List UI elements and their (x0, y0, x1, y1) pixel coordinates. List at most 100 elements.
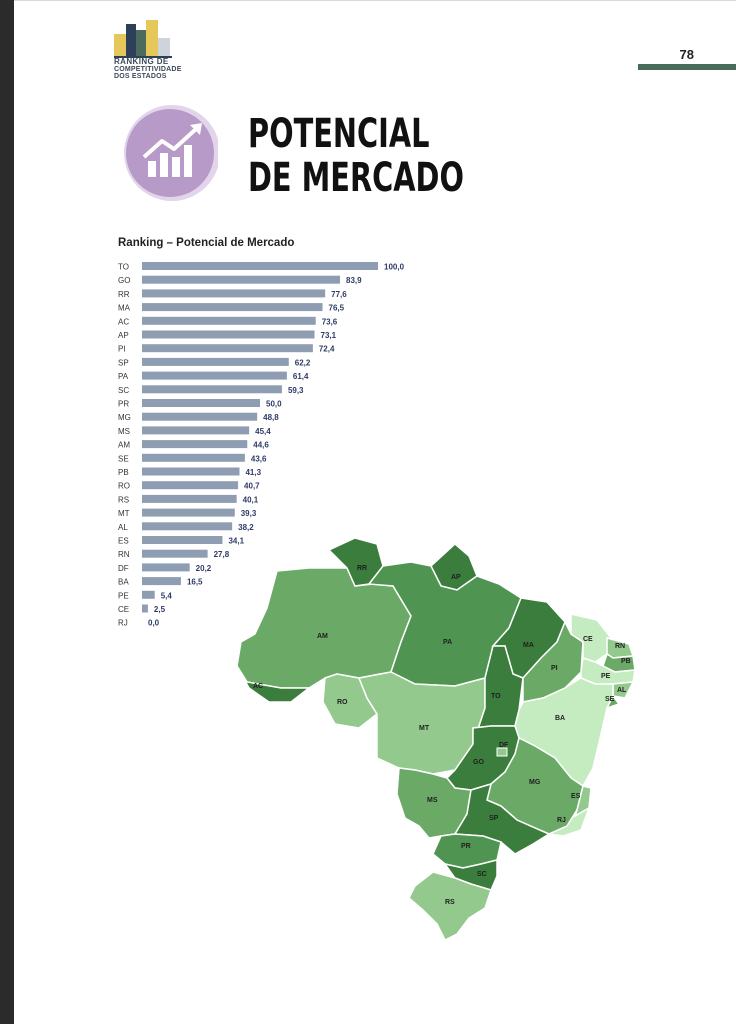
bar-ro (142, 481, 239, 490)
value-label-ms: 45,4 (255, 427, 271, 436)
section-title-line-1: POTENCIAL (248, 111, 430, 157)
category-label-es: ES (118, 537, 129, 546)
value-label-ac: 73,6 (322, 317, 338, 326)
value-label-ap: 73,1 (321, 331, 337, 340)
label-rr: RR (357, 565, 367, 572)
value-label-rr: 77,6 (331, 290, 347, 299)
value-label-se: 43,6 (251, 454, 267, 463)
value-label-mt: 39,3 (241, 509, 257, 518)
label-al: AL (617, 687, 627, 694)
bar-mt (142, 508, 235, 517)
bar-df (142, 563, 190, 572)
label-mt: MT (419, 725, 430, 732)
category-label-se: SE (118, 454, 129, 463)
ranking-bar-chart: TO 100,0 GO 83,9 RR 77,6 MA 76,5 AC 73,6 AP 73,1 PI 7… (118, 262, 405, 628)
value-label-rn: 27,8 (214, 550, 230, 559)
bar-ap (142, 330, 315, 339)
value-label-pb: 41,3 (245, 468, 261, 477)
value-label-ma: 76,5 (329, 304, 345, 313)
growth-chart-icon (142, 123, 202, 177)
value-label-pa: 61,4 (293, 372, 309, 381)
value-label-es: 34,1 (228, 537, 244, 546)
value-label-pi: 72,4 (319, 345, 335, 354)
category-label-ac: AC (118, 317, 129, 326)
bar-to (142, 262, 378, 270)
category-label-go: GO (118, 276, 130, 285)
category-label-rn: RN (118, 550, 130, 559)
value-label-sp: 62,2 (295, 358, 311, 367)
bar-se (142, 453, 245, 462)
label-mg: MG (529, 779, 541, 786)
category-label-mt: MT (118, 509, 130, 518)
category-label-ms: MS (118, 427, 130, 436)
map-labels: RR AP AM PA MA CE RN PB PE AL SE PI TO A… (253, 565, 631, 906)
category-label-am: AM (118, 441, 130, 450)
logo-line-3: DOS ESTADOS (114, 73, 167, 80)
label-ma: MA (523, 642, 534, 649)
state-rs (408, 871, 492, 942)
bar-pe (142, 590, 155, 599)
label-ap: AP (451, 574, 461, 581)
bar-sc (142, 385, 282, 394)
value-label-pr: 50,0 (266, 400, 282, 409)
state-df (496, 747, 508, 757)
category-label-pa: PA (118, 372, 129, 381)
bar-ma (142, 303, 323, 312)
label-sp: SP (489, 815, 499, 822)
value-label-pe: 5,4 (161, 591, 173, 600)
label-rs: RS (445, 899, 455, 906)
value-label-mg: 48,8 (263, 413, 279, 422)
category-label-al: AL (118, 523, 128, 532)
state-ac (236, 665, 312, 703)
label-am: AM (317, 633, 328, 640)
category-label-pr: PR (118, 400, 129, 409)
value-label-df: 20,2 (196, 564, 212, 573)
section-title-line-2: DE MERCADO (248, 155, 464, 201)
label-pe: PE (601, 673, 611, 680)
category-label-mg: MG (118, 413, 131, 422)
label-ba: BA (555, 715, 565, 722)
category-label-to: TO (118, 263, 129, 272)
brazil-map: RR AP AM PA MA CE RN PB PE AL SE PI TO A… (236, 538, 636, 942)
top-border (14, 0, 736, 1)
label-se: SE (605, 696, 615, 703)
bar-ba (142, 577, 181, 586)
logo-line-2: COMPETITIVIDADE (114, 65, 182, 73)
bar-am (142, 440, 248, 449)
state-rj (546, 806, 591, 837)
category-label-ma: MA (118, 304, 131, 313)
bar-pb (142, 467, 240, 476)
value-label-am: 44,6 (253, 441, 269, 450)
bar-ce (142, 604, 148, 613)
category-label-rs: RS (118, 495, 129, 504)
bar-al (142, 522, 233, 531)
value-label-ro: 40,7 (244, 482, 260, 491)
category-label-pe: PE (118, 591, 129, 600)
section-title: POTENCIAL DE MERCADO (248, 112, 464, 200)
category-label-df: DF (118, 564, 129, 573)
bar-rn (142, 549, 208, 558)
ranking-logo: RANKING DE COMPETITIVIDADE DOS ESTADOS (114, 20, 194, 90)
label-ac: AC (253, 683, 263, 690)
bar-pa (142, 371, 287, 380)
badge-circle-inner (126, 109, 214, 197)
value-label-ce: 2,5 (154, 605, 166, 614)
report-page: RANKING DE COMPETITIVIDADE DOS ESTADOS 7… (14, 0, 736, 1024)
bar-pi (142, 344, 313, 353)
bar-mg (142, 412, 258, 421)
value-label-rs: 40,1 (243, 495, 259, 504)
bar-ac (142, 316, 316, 325)
category-label-ba: BA (118, 578, 129, 587)
category-label-ro: RO (118, 482, 130, 491)
label-pb: PB (621, 658, 631, 665)
bar-ms (142, 426, 250, 435)
bar-pr (142, 399, 260, 407)
label-sc: SC (477, 871, 487, 878)
bar-go (142, 275, 341, 284)
label-pr: PR (461, 843, 471, 850)
bar-rs (142, 494, 237, 503)
section-badge (118, 97, 220, 209)
page-number-rule (638, 64, 736, 70)
page-number: 78 (679, 47, 694, 62)
label-es: ES (571, 793, 581, 800)
